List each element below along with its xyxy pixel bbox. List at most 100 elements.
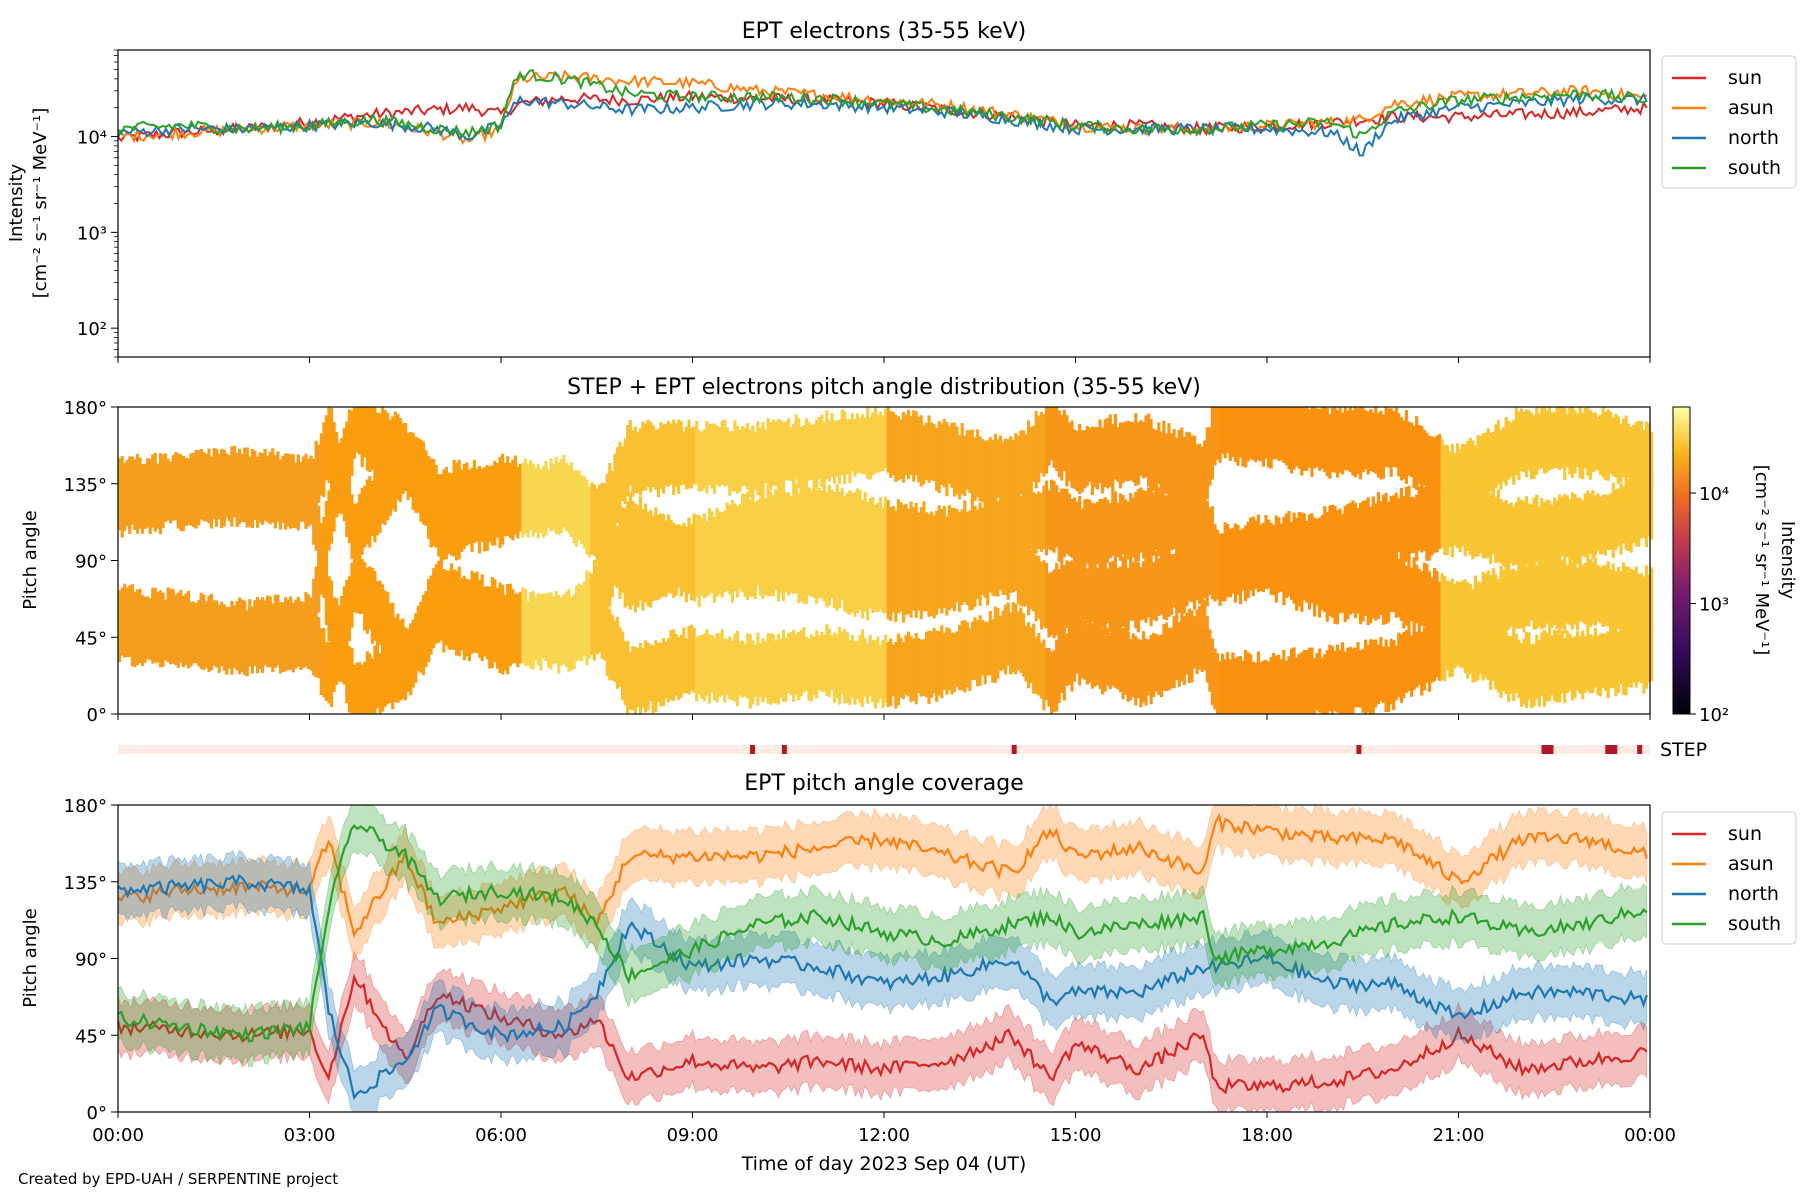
heatmap-cell	[626, 425, 630, 497]
heatmap-cell	[1611, 563, 1615, 634]
heatmap-cell	[649, 421, 653, 493]
heatmap-cell	[600, 503, 604, 560]
heatmap-cell	[1435, 612, 1439, 678]
heatmap-cell	[935, 551, 939, 615]
heatmap-cell	[1108, 414, 1112, 487]
heatmap-cell	[743, 494, 747, 558]
heatmap-cell	[1039, 493, 1043, 552]
heatmap-cell	[1154, 550, 1158, 622]
heatmap-cell	[1420, 631, 1424, 696]
heatmap-cell	[1075, 501, 1079, 565]
heatmap-cell	[1016, 531, 1020, 604]
heatmap-cell	[1300, 652, 1304, 714]
heatmap-cell	[1139, 487, 1143, 553]
heatmap-cell	[1223, 407, 1227, 459]
heatmap-cell	[355, 551, 359, 614]
heatmap-cell	[1295, 657, 1299, 714]
heatmap-cell	[1458, 581, 1462, 651]
heatmap-cell	[1272, 525, 1276, 581]
heatmap-cell	[1203, 487, 1207, 550]
heatmap-cell	[863, 637, 867, 697]
heatmap-cell	[1157, 635, 1161, 695]
heatmap-cell	[1325, 551, 1329, 622]
heatmap-cell	[1629, 569, 1633, 630]
heatmap-cell	[651, 645, 655, 713]
heatmap-cell	[807, 421, 811, 481]
heatmap-cell	[605, 506, 609, 578]
legend-label-asun: asun	[1728, 853, 1774, 875]
heatmap-cell	[1489, 574, 1493, 641]
heatmap-cell	[1512, 568, 1516, 637]
heatmap-cell	[1065, 633, 1069, 686]
y-tick-label: 45°	[75, 628, 107, 649]
heatmap-cell	[1573, 493, 1577, 568]
heatmap-cell	[1537, 639, 1541, 707]
heatmap-cell	[623, 641, 627, 705]
heatmap-cell	[1118, 422, 1123, 489]
heatmap-cell	[830, 413, 834, 478]
heatmap-cell	[1550, 635, 1554, 696]
heatmap-cell	[378, 462, 382, 534]
heatmap-cell	[536, 463, 540, 528]
heatmap-cell	[758, 524, 763, 596]
heatmap-cell	[792, 536, 796, 594]
heatmap-cell	[1170, 433, 1174, 497]
heatmap-cell	[1328, 644, 1332, 712]
heatmap-cell	[1172, 429, 1176, 502]
heatmap-cell	[1004, 438, 1008, 506]
y-tick-label: 0°	[87, 1103, 107, 1124]
heatmap-cell	[1583, 407, 1587, 469]
heatmap-cell	[730, 431, 734, 491]
heatmap-cell	[1284, 660, 1289, 714]
heatmap-cell	[1376, 412, 1380, 478]
heatmap-cell	[1394, 492, 1398, 564]
heatmap-cell	[1407, 554, 1411, 627]
heatmap-cell	[148, 598, 152, 660]
heatmap-cell	[1152, 632, 1156, 697]
heatmap-cell	[845, 492, 849, 554]
heatmap-cell	[1547, 557, 1552, 633]
heatmap-cell	[352, 407, 357, 459]
heatmap-cell	[1141, 490, 1146, 559]
heatmap-cell	[1193, 435, 1197, 498]
heatmap-cell	[776, 536, 780, 602]
heatmap-cell	[993, 433, 997, 497]
heatmap-cell	[720, 512, 724, 576]
heatmap-cell	[674, 423, 678, 487]
heatmap-cell	[644, 503, 648, 567]
heatmap-cell	[1616, 416, 1620, 484]
heatmap-cell	[776, 634, 780, 705]
heatmap-cell	[924, 512, 929, 575]
heatmap-cell	[799, 630, 803, 697]
heatmap-cell	[950, 632, 954, 695]
heatmap-cell	[156, 591, 160, 663]
heatmap-cell	[212, 448, 216, 515]
heatmap-cell	[238, 597, 242, 667]
heatmap-cell	[661, 528, 666, 597]
heatmap-cell	[876, 502, 880, 566]
heatmap-cell	[1578, 407, 1582, 479]
heatmap-cell	[401, 631, 405, 700]
heatmap-cell	[194, 449, 198, 525]
heatmap-cell	[1279, 523, 1283, 585]
heatmap-cell	[1157, 422, 1161, 485]
heatmap-cell	[1568, 499, 1572, 567]
heatmap-cell	[649, 644, 653, 702]
heatmap-cell	[1131, 633, 1135, 698]
heatmap-cell	[1052, 569, 1056, 639]
heatmap-cell	[1009, 612, 1013, 675]
heatmap-cell	[1006, 525, 1010, 600]
heatmap-cell	[322, 422, 326, 498]
heatmap-cell	[1330, 504, 1334, 574]
heatmap-cell	[1249, 517, 1253, 587]
heatmap-cell	[153, 588, 157, 657]
heatmap-cell	[396, 634, 400, 703]
colorbar-label-line1: Intensity	[1777, 521, 1798, 600]
heatmap-cell	[1154, 634, 1158, 692]
heatmap-cell	[1162, 547, 1166, 620]
heatmap-cell	[689, 524, 694, 588]
heatmap-cell	[845, 632, 849, 703]
heatmap-cell	[1496, 420, 1500, 485]
heatmap-cell	[682, 627, 686, 694]
heatmap-cell	[1606, 631, 1610, 699]
